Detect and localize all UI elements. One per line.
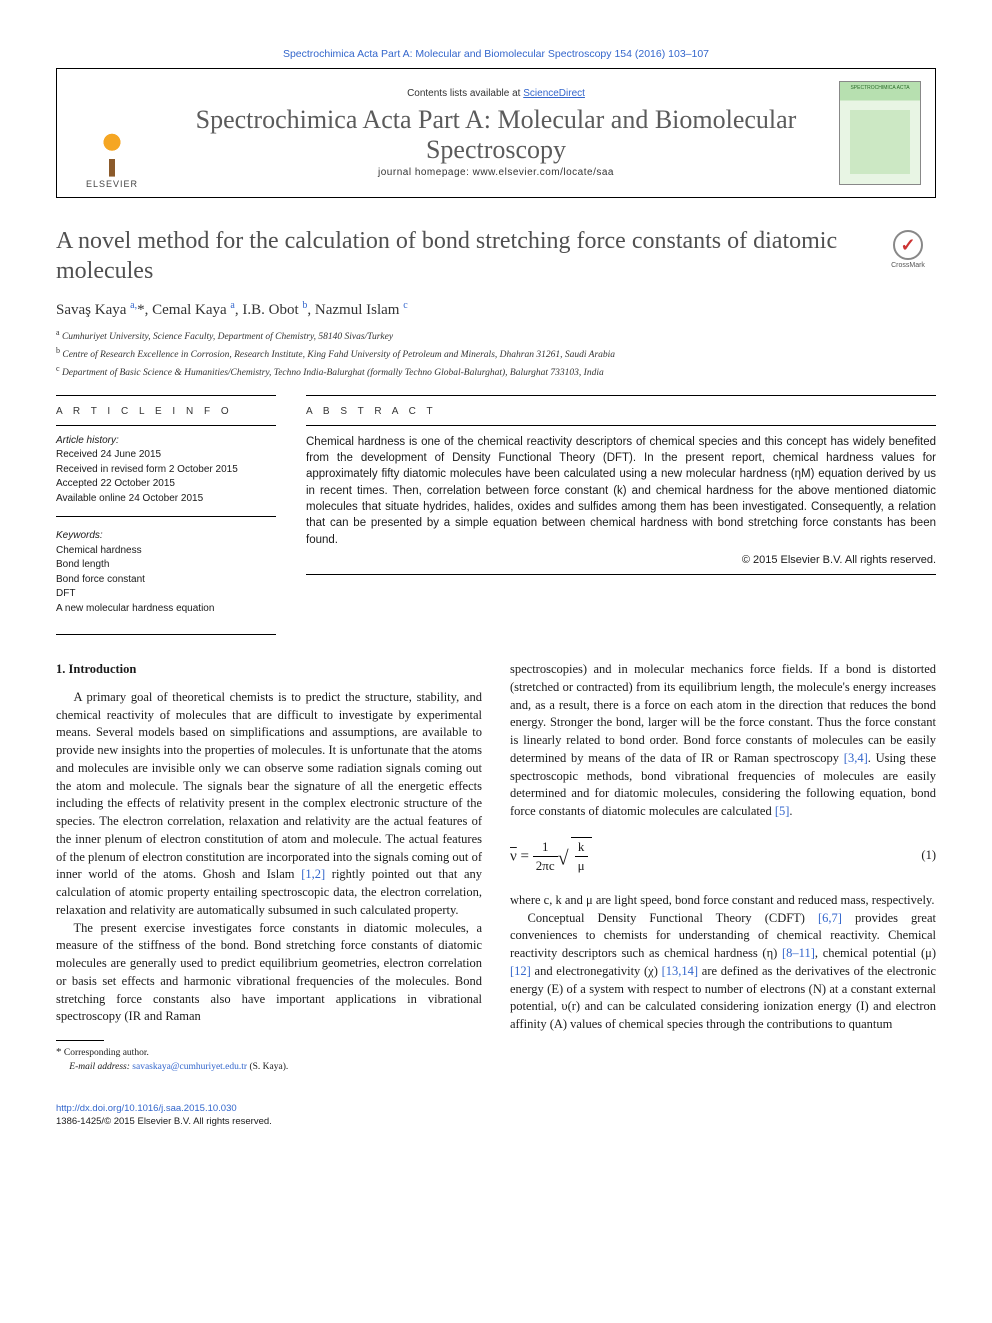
abstract-text: Chemical hardness is one of the chemical…: [306, 434, 936, 548]
corr-email-link[interactable]: savaskaya@cumhuriyet.edu.tr: [132, 1062, 247, 1072]
crossmark-label: CrossMark: [891, 262, 925, 269]
affiliation-a: a Cumhuriyet University, Science Faculty…: [56, 327, 936, 345]
affiliation-b: b Centre of Research Excellence in Corro…: [56, 345, 936, 363]
issn-copyright: 1386-1425/© 2015 Elsevier B.V. All right…: [56, 1116, 272, 1127]
cover-body: [850, 110, 910, 174]
corr-email-label: E-mail address:: [69, 1062, 130, 1072]
contents-prefix: Contents lists available at: [407, 88, 523, 99]
equation-number: (1): [921, 847, 936, 865]
intro-heading: 1. Introduction: [56, 661, 482, 679]
intro-para-5: Conceptual Density Functional Theory (CD…: [510, 910, 936, 1034]
elsevier-tree-icon: [90, 133, 134, 177]
equation-body: ν = 12πc√kμ: [510, 837, 592, 876]
article-history: Article history: Received 24 June 2015 R…: [56, 434, 276, 507]
ref-link[interactable]: [12]: [510, 964, 531, 978]
ref-link[interactable]: [13,14]: [662, 964, 698, 978]
affiliations: a Cumhuriyet University, Science Faculty…: [56, 327, 936, 381]
ref-link[interactable]: [5]: [775, 804, 790, 818]
publisher-logo-cell: ELSEVIER: [57, 69, 167, 197]
corr-who: (S. Kaya).: [249, 1062, 288, 1072]
journal-cover-thumbnail: SPECTROCHIMICA ACTA: [839, 81, 921, 185]
ref-link[interactable]: [6,7]: [818, 911, 842, 925]
authors-line: Savaş Kaya a,*, Cemal Kaya a, I.B. Obot …: [56, 300, 936, 319]
keyword-item: Bond force constant: [56, 573, 276, 588]
article-body: 1. Introduction A primary goal of theore…: [56, 661, 936, 1074]
crossmark-icon: ✓: [893, 230, 923, 260]
contents-line: Contents lists available at ScienceDirec…: [407, 88, 585, 99]
journal-citation-link[interactable]: Spectrochimica Acta Part A: Molecular an…: [56, 48, 936, 60]
keywords-block: Keywords: Chemical hardness Bond length …: [56, 529, 276, 616]
page-footer: http://dx.doi.org/10.1016/j.saa.2015.10.…: [56, 1102, 936, 1129]
journal-title-block: Contents lists available at ScienceDirec…: [167, 69, 825, 197]
intro-para-3: spectroscopies) and in molecular mechani…: [510, 661, 936, 821]
keyword-item: A new molecular hardness equation: [56, 602, 276, 617]
publisher-name: ELSEVIER: [86, 179, 138, 189]
journal-header: ELSEVIER Contents lists available at Sci…: [56, 68, 936, 198]
intro-para-4: where c, k and μ are light speed, bond f…: [510, 892, 936, 910]
ref-link[interactable]: [8–11]: [782, 946, 815, 960]
history-label: Article history:: [56, 434, 276, 449]
keyword-item: Chemical hardness: [56, 544, 276, 559]
intro-para-2: The present exercise investigates force …: [56, 920, 482, 1027]
abstract-column: A B S T R A C T Chemical hardness is one…: [306, 395, 936, 617]
homepage-url[interactable]: www.elsevier.com/locate/saa: [473, 167, 614, 178]
history-online: Available online 24 October 2015: [56, 492, 276, 507]
article-info-column: A R T I C L E I N F O Article history: R…: [56, 395, 276, 617]
footnote-rule: [56, 1040, 104, 1041]
history-received: Received 24 June 2015: [56, 448, 276, 463]
intro-para-1: A primary goal of theoretical chemists i…: [56, 689, 482, 920]
corresponding-author: * Corresponding author. E-mail address: …: [56, 1045, 482, 1074]
doi-link[interactable]: http://dx.doi.org/10.1016/j.saa.2015.10.…: [56, 1103, 237, 1114]
equation-1: ν = 12πc√kμ (1): [510, 837, 936, 876]
sciencedirect-link[interactable]: ScienceDirect: [523, 88, 585, 99]
journal-name: Spectrochimica Acta Part A: Molecular an…: [177, 105, 815, 165]
ref-link[interactable]: [3,4]: [844, 751, 868, 765]
ref-link[interactable]: [1,2]: [301, 867, 325, 881]
history-accepted: Accepted 22 October 2015: [56, 477, 276, 492]
crossmark-badge[interactable]: ✓ CrossMark: [880, 230, 936, 269]
homepage-label: journal homepage:: [378, 167, 473, 178]
history-revised: Received in revised form 2 October 2015: [56, 463, 276, 478]
abstract-heading: A B S T R A C T: [306, 406, 936, 417]
article-title: A novel method for the calculation of bo…: [56, 226, 868, 286]
keyword-item: Bond length: [56, 558, 276, 573]
homepage-line: journal homepage: www.elsevier.com/locat…: [378, 167, 614, 178]
keyword-item: DFT: [56, 587, 276, 602]
cover-thumbnail-cell: SPECTROCHIMICA ACTA: [825, 69, 935, 197]
affiliation-c: c Department of Basic Science & Humaniti…: [56, 363, 936, 381]
corr-label: Corresponding author.: [64, 1048, 149, 1058]
cover-title: SPECTROCHIMICA ACTA: [844, 86, 916, 92]
article-info-heading: A R T I C L E I N F O: [56, 406, 276, 417]
abstract-copyright: © 2015 Elsevier B.V. All rights reserved…: [306, 554, 936, 566]
keywords-label: Keywords:: [56, 529, 276, 544]
